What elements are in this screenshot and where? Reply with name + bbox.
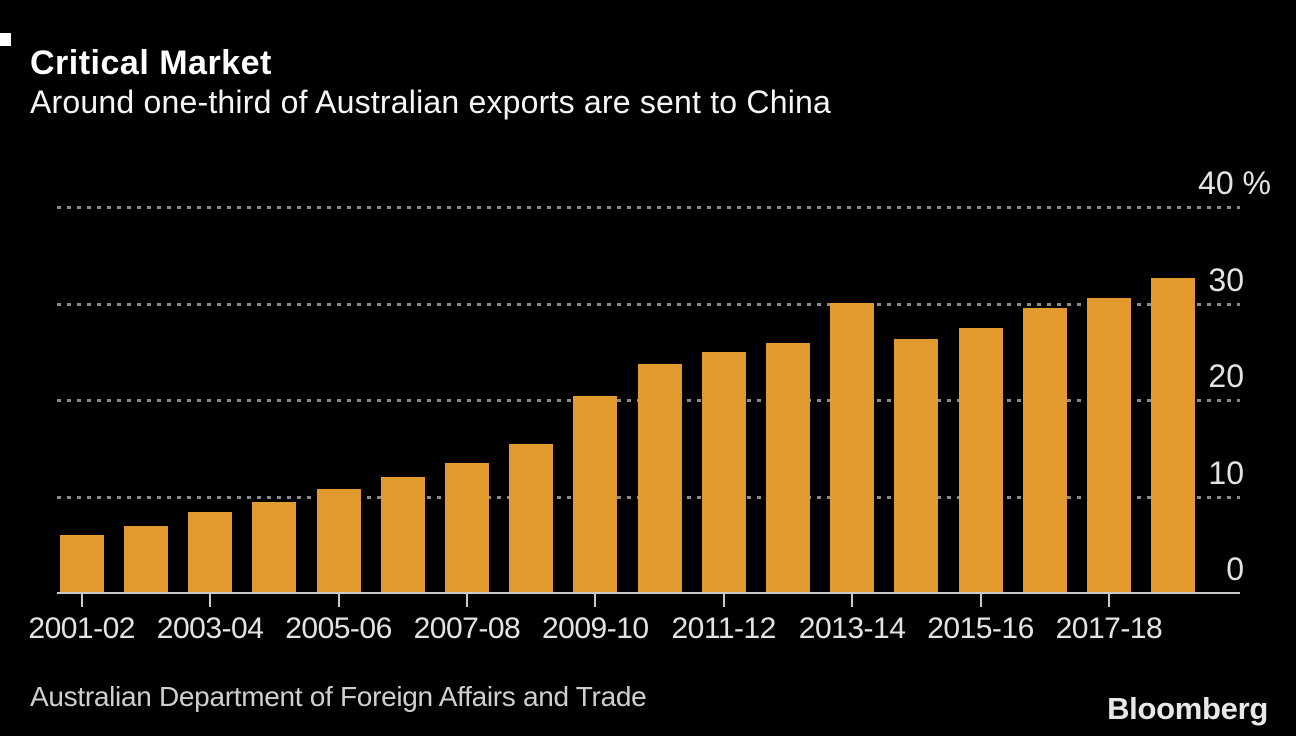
bloomberg-logo: Bloomberg bbox=[1107, 691, 1268, 726]
x-axis-label-2001-02: 2001-02 bbox=[28, 612, 135, 645]
x-tick-2011-12 bbox=[722, 594, 725, 607]
bar-2009-10 bbox=[573, 396, 618, 593]
bar-2018-19 bbox=[1151, 278, 1196, 593]
x-tick-2017-18 bbox=[1107, 594, 1110, 607]
y-axis-label-10: 10 bbox=[1208, 454, 1244, 491]
bar-2001-02 bbox=[59, 535, 104, 593]
y-axis-label-40: 40 % bbox=[1198, 165, 1271, 201]
gridline-40 bbox=[57, 206, 1240, 209]
x-axis-label-2017-18: 2017-18 bbox=[1055, 612, 1163, 645]
x-tick-2009-10 bbox=[594, 594, 597, 607]
source-attribution: Australian Department of Foreign Affairs… bbox=[30, 681, 647, 712]
bar-2011-12 bbox=[701, 352, 746, 593]
chart-subtitle: Around one-third of Australian exports a… bbox=[30, 84, 831, 120]
gridline-30 bbox=[57, 302, 1240, 306]
x-axis-label-2009-10: 2009-10 bbox=[541, 612, 649, 645]
x-axis-label-2007-08: 2007-08 bbox=[413, 612, 521, 645]
bar-2008-09 bbox=[509, 444, 554, 593]
x-tick-2005-06 bbox=[337, 594, 340, 607]
bar-2017-18 bbox=[1086, 298, 1131, 593]
bar-2002-03 bbox=[123, 526, 168, 593]
x-tick-2001-02 bbox=[80, 594, 83, 607]
bar-2004-05 bbox=[252, 502, 297, 593]
y-axis-label-30: 30 bbox=[1208, 261, 1244, 298]
y-axis-label-20: 20 bbox=[1208, 358, 1244, 394]
bar-2010-11 bbox=[637, 364, 682, 593]
x-tick-2007-08 bbox=[465, 594, 468, 607]
bar-2006-07 bbox=[380, 477, 425, 593]
chart-title: Critical Market bbox=[30, 44, 272, 82]
bar-2013-14 bbox=[830, 303, 875, 593]
bar-2016-17 bbox=[1022, 308, 1067, 593]
x-axis-line bbox=[57, 592, 1240, 594]
x-tick-2015-16 bbox=[979, 594, 982, 607]
bar-2015-16 bbox=[958, 328, 1003, 593]
x-axis-label-2005-06: 2005-06 bbox=[285, 612, 392, 645]
x-tick-2013-14 bbox=[851, 594, 854, 607]
bar-2007-08 bbox=[444, 463, 489, 593]
brand-marker bbox=[0, 33, 11, 46]
x-axis-label-2013-14: 2013-14 bbox=[798, 612, 906, 645]
bar-2003-04 bbox=[188, 512, 233, 593]
plot-area: 2001-02 2003-04 2005-06 2007-08 2009-10 2011-… bbox=[28, 165, 1271, 645]
bar-2012-13 bbox=[765, 343, 810, 593]
x-axis-label-2003-04: 2003-04 bbox=[156, 612, 264, 645]
x-axis-label-2015-16: 2015-16 bbox=[927, 612, 1034, 645]
y-axis-label-0: 0 bbox=[1226, 551, 1244, 587]
x-axis-label-2011-12: 2011-12 bbox=[671, 612, 777, 645]
bar-2014-15 bbox=[894, 339, 939, 593]
x-tick-2003-04 bbox=[209, 594, 212, 607]
bar-2005-06 bbox=[316, 489, 361, 593]
